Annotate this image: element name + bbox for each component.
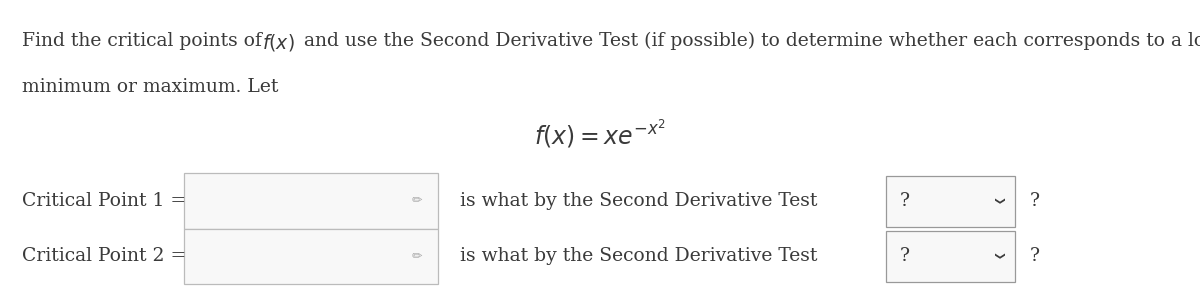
Text: ❯: ❯ [992,252,1002,260]
Text: Critical Point 2 =: Critical Point 2 = [22,247,186,265]
Text: Critical Point 1 =: Critical Point 1 = [22,192,186,210]
FancyBboxPatch shape [184,173,438,229]
Text: ?: ? [1030,247,1039,265]
Text: and use the Second Derivative Test (if possible) to determine whether each corre: and use the Second Derivative Test (if p… [298,32,1200,50]
Text: $f(x)$: $f(x)$ [262,32,294,53]
FancyBboxPatch shape [886,231,1015,282]
Text: ✏: ✏ [412,250,421,263]
Text: is what by the Second Derivative Test: is what by the Second Derivative Test [460,247,817,265]
Text: ?: ? [1030,192,1039,210]
Text: Find the critical points of: Find the critical points of [22,32,268,50]
Text: ?: ? [900,192,910,210]
Text: ❯: ❯ [992,197,1002,205]
Text: $\mathit{f}(x) = xe^{-x^2}$: $\mathit{f}(x) = xe^{-x^2}$ [534,117,666,150]
Text: is what by the Second Derivative Test: is what by the Second Derivative Test [460,192,817,210]
FancyBboxPatch shape [184,229,438,284]
Text: ?: ? [900,247,910,265]
Text: minimum or maximum. Let: minimum or maximum. Let [22,78,278,96]
FancyBboxPatch shape [886,176,1015,227]
Text: ✏: ✏ [412,195,421,208]
